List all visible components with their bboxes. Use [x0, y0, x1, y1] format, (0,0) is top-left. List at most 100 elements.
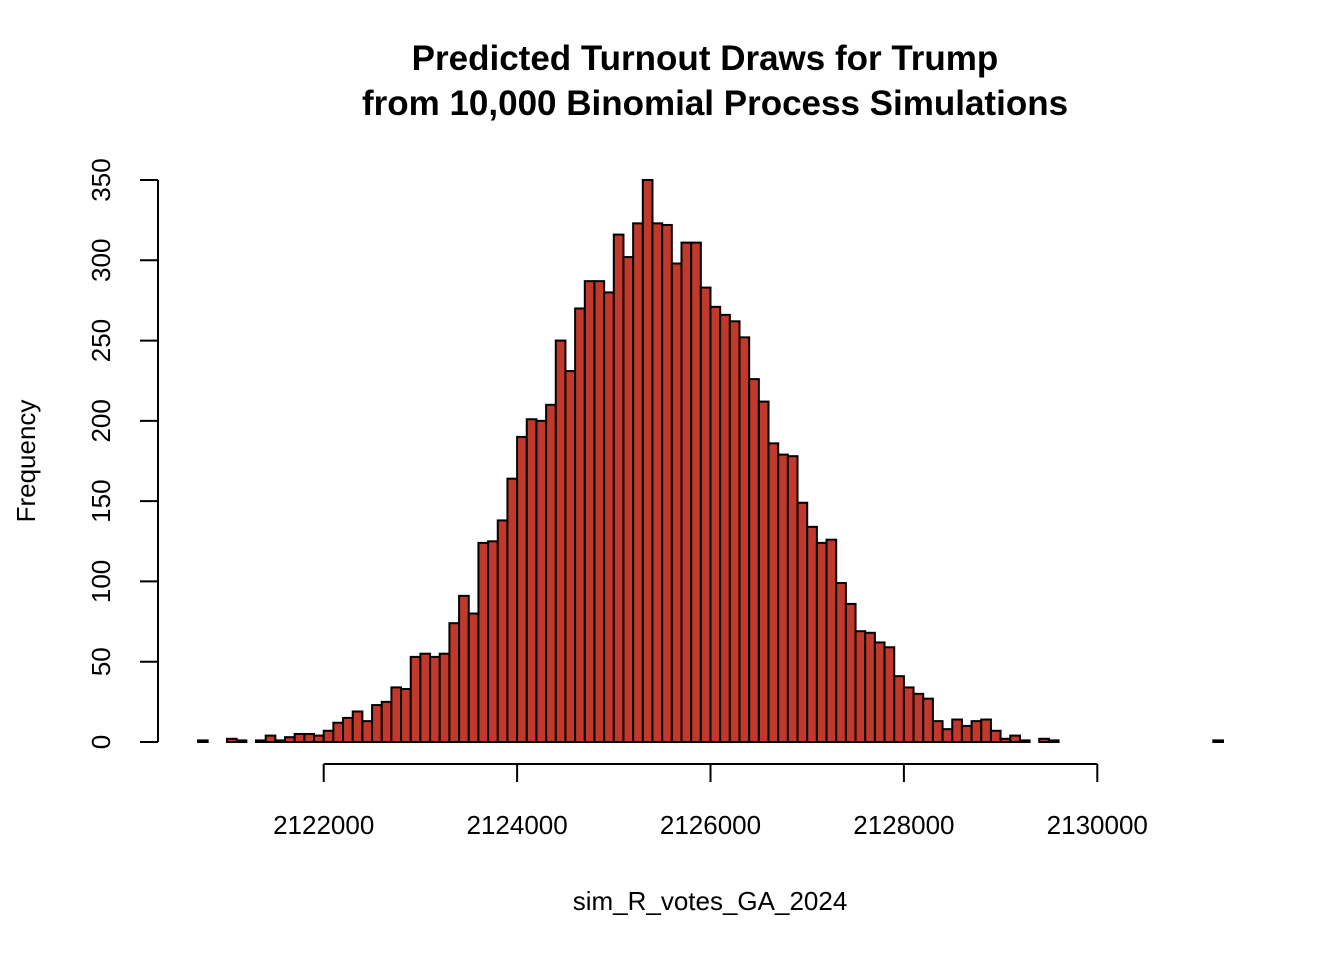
- histogram-bar: [806, 525, 818, 744]
- histogram-bar: [748, 378, 760, 743]
- x-axis-label: sim_R_votes_GA_2024: [573, 886, 848, 916]
- histogram-bar: [284, 736, 296, 743]
- histogram-bar: [777, 453, 789, 743]
- histogram-bar: [883, 646, 896, 744]
- x-tick-label: 2124000: [466, 810, 567, 840]
- histogram-bar: [525, 418, 538, 743]
- histogram-bar: [293, 732, 306, 743]
- histogram-bar: [951, 718, 963, 744]
- histogram-bar: [264, 734, 277, 744]
- histogram-bar: [767, 442, 780, 743]
- x-tick-label: 2128000: [853, 810, 954, 840]
- histogram-bar: [864, 631, 876, 743]
- histogram-bar: [487, 540, 499, 743]
- histogram-bar: [603, 291, 615, 743]
- y-tick-label: 250: [86, 319, 116, 362]
- histogram-bar: [332, 721, 345, 743]
- histogram-bar: [738, 336, 751, 743]
- histogram-bar: [931, 720, 944, 744]
- histogram-bar: [641, 179, 654, 743]
- x-tick-label: 2130000: [1047, 810, 1148, 840]
- histogram-bar: [506, 477, 519, 743]
- histogram-bar: [912, 692, 925, 744]
- histogram-bars: [197, 179, 1224, 744]
- histogram-bar: [893, 675, 905, 743]
- histogram-bar: [980, 718, 992, 744]
- y-tick-label: 200: [86, 399, 116, 442]
- histogram-bar: [400, 688, 412, 744]
- y-tick-label: 0: [86, 735, 116, 749]
- histogram-bar: [361, 720, 374, 744]
- histogram-bar: [873, 641, 886, 744]
- histogram-bar: [1038, 737, 1050, 743]
- histogram-bar: [835, 582, 847, 744]
- histogram-bar: [390, 686, 403, 743]
- y-axis: 0 50 100 150 200 250 300 350: [86, 158, 159, 749]
- histogram-bar: [303, 732, 316, 743]
- y-tick-label: 100: [86, 560, 116, 603]
- histogram-bar: [622, 256, 635, 743]
- histogram-bar: [670, 262, 683, 743]
- x-tick-label: 2122000: [273, 810, 374, 840]
- histogram-bar: [1018, 739, 1031, 744]
- histogram-bar: [854, 630, 867, 744]
- x-tick-label: 2126000: [660, 810, 761, 840]
- y-axis-label: Frequency: [11, 400, 41, 523]
- histogram-bar: [458, 594, 470, 743]
- histogram-bar: [825, 538, 838, 743]
- histogram-bar: [1047, 739, 1060, 744]
- histogram-bar: [554, 339, 567, 743]
- histogram-bar: [651, 222, 664, 744]
- histogram-bar: [922, 697, 934, 744]
- histogram-bar: [796, 501, 809, 743]
- histogram-bar: [322, 729, 335, 744]
- histogram-bar: [1009, 734, 1021, 744]
- histogram-bar: [496, 519, 509, 743]
- chart-subtitle: from 10,000 Binomial Process Simulations: [362, 84, 1068, 123]
- histogram-bar: [429, 655, 441, 744]
- histogram-bar: [690, 241, 702, 743]
- histogram-bar: [593, 280, 606, 743]
- histogram-bar: [680, 241, 693, 743]
- histogram-bar: [545, 403, 557, 743]
- histogram-bar: [516, 435, 528, 743]
- histogram-bar: [699, 286, 712, 743]
- histogram-bar: [1212, 739, 1224, 744]
- histogram-bar: [583, 280, 596, 743]
- x-axis: 2122000 2124000 2126000 2128000 2130000: [273, 763, 1148, 840]
- histogram-bar: [970, 720, 983, 744]
- histogram-bar: [709, 305, 722, 743]
- y-tick-label: 300: [86, 239, 116, 282]
- histogram-bar: [342, 716, 354, 743]
- histogram-bar: [902, 686, 915, 743]
- histogram-bar: [815, 541, 828, 744]
- histogram-bar: [612, 233, 625, 743]
- histogram-bar: [438, 652, 451, 743]
- histogram-bar: [719, 313, 731, 743]
- y-tick-label: 50: [86, 647, 116, 676]
- histogram-bar: [661, 223, 673, 743]
- histogram-bar: [574, 307, 586, 743]
- histogram-bar: [274, 739, 287, 744]
- histogram-bar: [467, 612, 480, 743]
- histogram-bar: [999, 737, 1012, 743]
- histogram-bar: [786, 455, 799, 743]
- histogram-bar: [989, 729, 1002, 744]
- histogram-bar: [844, 602, 857, 743]
- chart-title: Predicted Turnout Draws for Trump: [412, 39, 999, 78]
- histogram-bar: [564, 370, 577, 743]
- histogram-bar: [448, 622, 461, 743]
- histogram-bar: [960, 724, 973, 744]
- histogram-bar: [757, 400, 770, 743]
- histogram-bar: [197, 739, 209, 744]
- histogram-bar: [351, 710, 364, 743]
- histogram-bar: [535, 419, 548, 743]
- histogram-bar: [409, 655, 422, 744]
- histogram-bar: [371, 704, 383, 744]
- histogram-bar: [255, 739, 267, 744]
- histogram-bar: [632, 222, 644, 744]
- y-tick-label: 350: [86, 158, 116, 201]
- histogram-bar: [235, 739, 248, 744]
- y-tick-label: 150: [86, 479, 116, 522]
